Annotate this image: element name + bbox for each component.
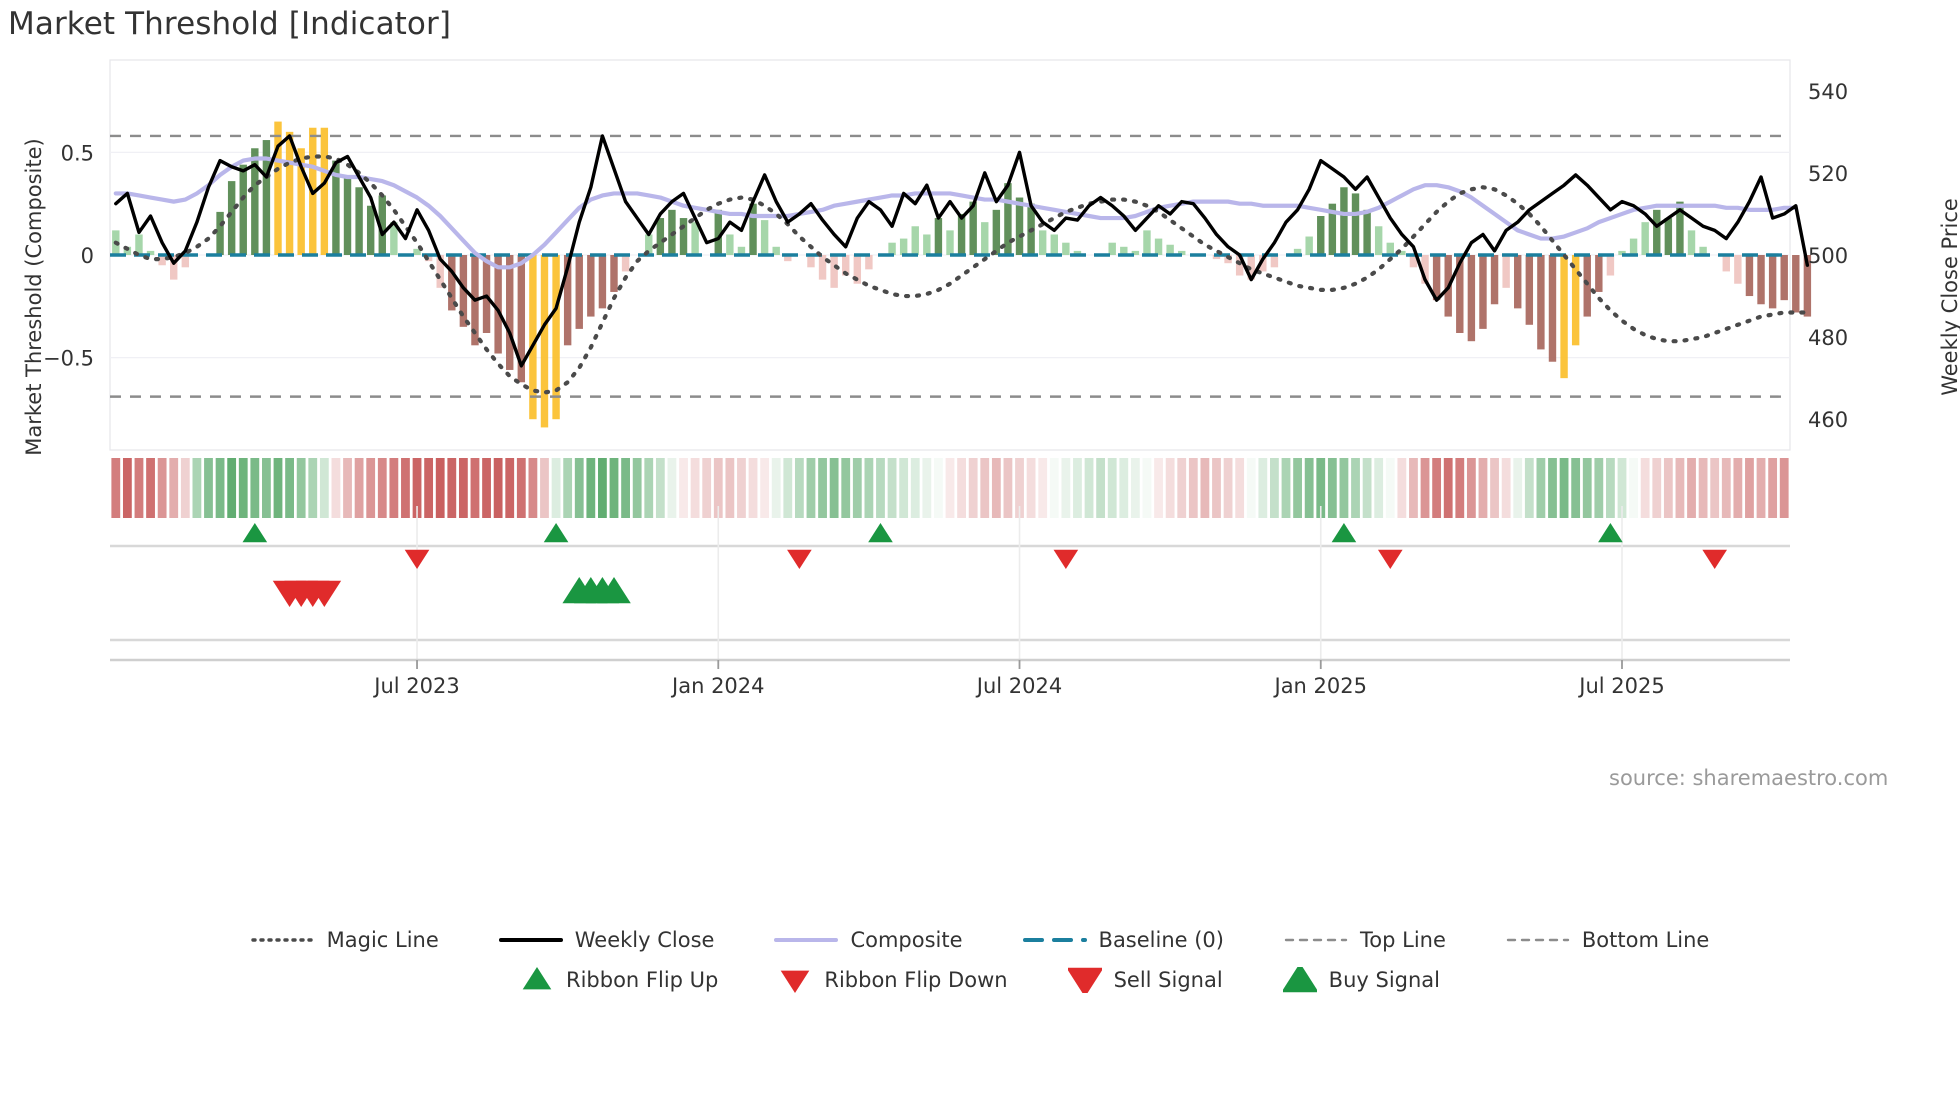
reference-lines	[110, 134, 1790, 398]
legend-item-label: Ribbon Flip Down	[824, 968, 1008, 992]
dotted-line-swatch	[250, 931, 315, 949]
legend-item-label: Ribbon Flip Up	[566, 968, 719, 992]
dashed-line-swatch	[1284, 931, 1348, 949]
triangle-up-icon	[520, 967, 554, 992]
legend-item[interactable]: Magic Line	[250, 928, 439, 952]
source-attribution: source: sharemaestro.com	[1609, 766, 1889, 790]
legend-item[interactable]: Weekly Close	[498, 928, 715, 952]
y-right-tick-label: 480	[1808, 326, 1848, 350]
legend-item-label: Sell Signal	[1113, 968, 1223, 992]
y-left-tick-label: −0.5	[43, 347, 94, 371]
legend-item[interactable]: Baseline (0)	[1022, 928, 1224, 952]
page-title: Market Threshold [Indicator]	[8, 6, 452, 42]
legend-item[interactable]: Bottom Line	[1506, 928, 1709, 952]
legend-item[interactable]: Top Line	[1284, 928, 1446, 952]
legend-item[interactable]: Ribbon Flip Down	[778, 968, 1008, 993]
legend-item-label: Top Line	[1360, 928, 1446, 952]
triangle-down-icon	[778, 968, 812, 993]
dashed-line-swatch	[1506, 931, 1570, 949]
x-tick-label: Jul 2025	[1577, 674, 1664, 698]
legend-item[interactable]: Ribbon Flip Up	[520, 967, 719, 992]
x-tick-label: Jan 2024	[670, 674, 765, 698]
legend-row-lines: Magic Line Weekly Close Composite Baseline …	[0, 920, 1960, 960]
ribbon-flip-markers	[242, 523, 1728, 569]
buy-sell-signal-markers	[272, 577, 631, 607]
y-left-tick-label: 0	[81, 244, 94, 268]
chart-legend: Magic Line Weekly Close Composite Baseline …	[0, 920, 1960, 1000]
solid-line-swatch	[498, 931, 563, 949]
y-left-tick-label: 0.5	[61, 141, 94, 165]
x-axis: Jul 2023 Jan 2024 Jul 2024 Jan 2025 Jul 2025	[110, 658, 1790, 698]
triangle-up-icon	[1282, 967, 1317, 993]
legend-item-label: Weekly Close	[574, 928, 715, 952]
x-tick-label: Jul 2024	[975, 674, 1062, 698]
y-right-tick-label: 520	[1808, 162, 1848, 186]
legend-row-markers: Ribbon Flip Up Ribbon Flip Down Sell Signa…	[0, 960, 1960, 1000]
flip-marker-axis	[110, 506, 1790, 666]
solid-line-swatch	[774, 931, 839, 949]
legend-item[interactable]: Sell Signal	[1067, 967, 1223, 993]
ribbon-heatmap	[111, 458, 1789, 518]
dashed-line-swatch	[1022, 931, 1087, 949]
x-tick-label: Jul 2023	[372, 674, 459, 698]
legend-item-label: Magic Line	[326, 928, 439, 952]
legend-item[interactable]: Buy Signal	[1282, 967, 1440, 993]
y-right-tick-label: 500	[1808, 244, 1848, 268]
legend-item-label: Composite	[850, 928, 963, 952]
legend-item-label: Baseline (0)	[1098, 928, 1224, 952]
legend-item-label: Bottom Line	[1581, 928, 1710, 952]
y-right-tick-label: 460	[1808, 408, 1848, 432]
y-right-tick-label: 540	[1808, 80, 1848, 104]
x-tick-label: Jan 2025	[1273, 674, 1368, 698]
y-axis-ticks: 0.5 0 −0.5 540 520 500 480 460	[43, 80, 1848, 432]
triangle-down-icon	[1067, 967, 1102, 993]
legend-item[interactable]: Composite	[774, 928, 963, 952]
series-lines	[113, 134, 1810, 395]
chart-plot-area: Jul 2023 Jan 2024 Jul 2024 Jan 2025 Jul 2025…	[43, 59, 1848, 698]
legend-item-label: Buy Signal	[1328, 968, 1440, 992]
